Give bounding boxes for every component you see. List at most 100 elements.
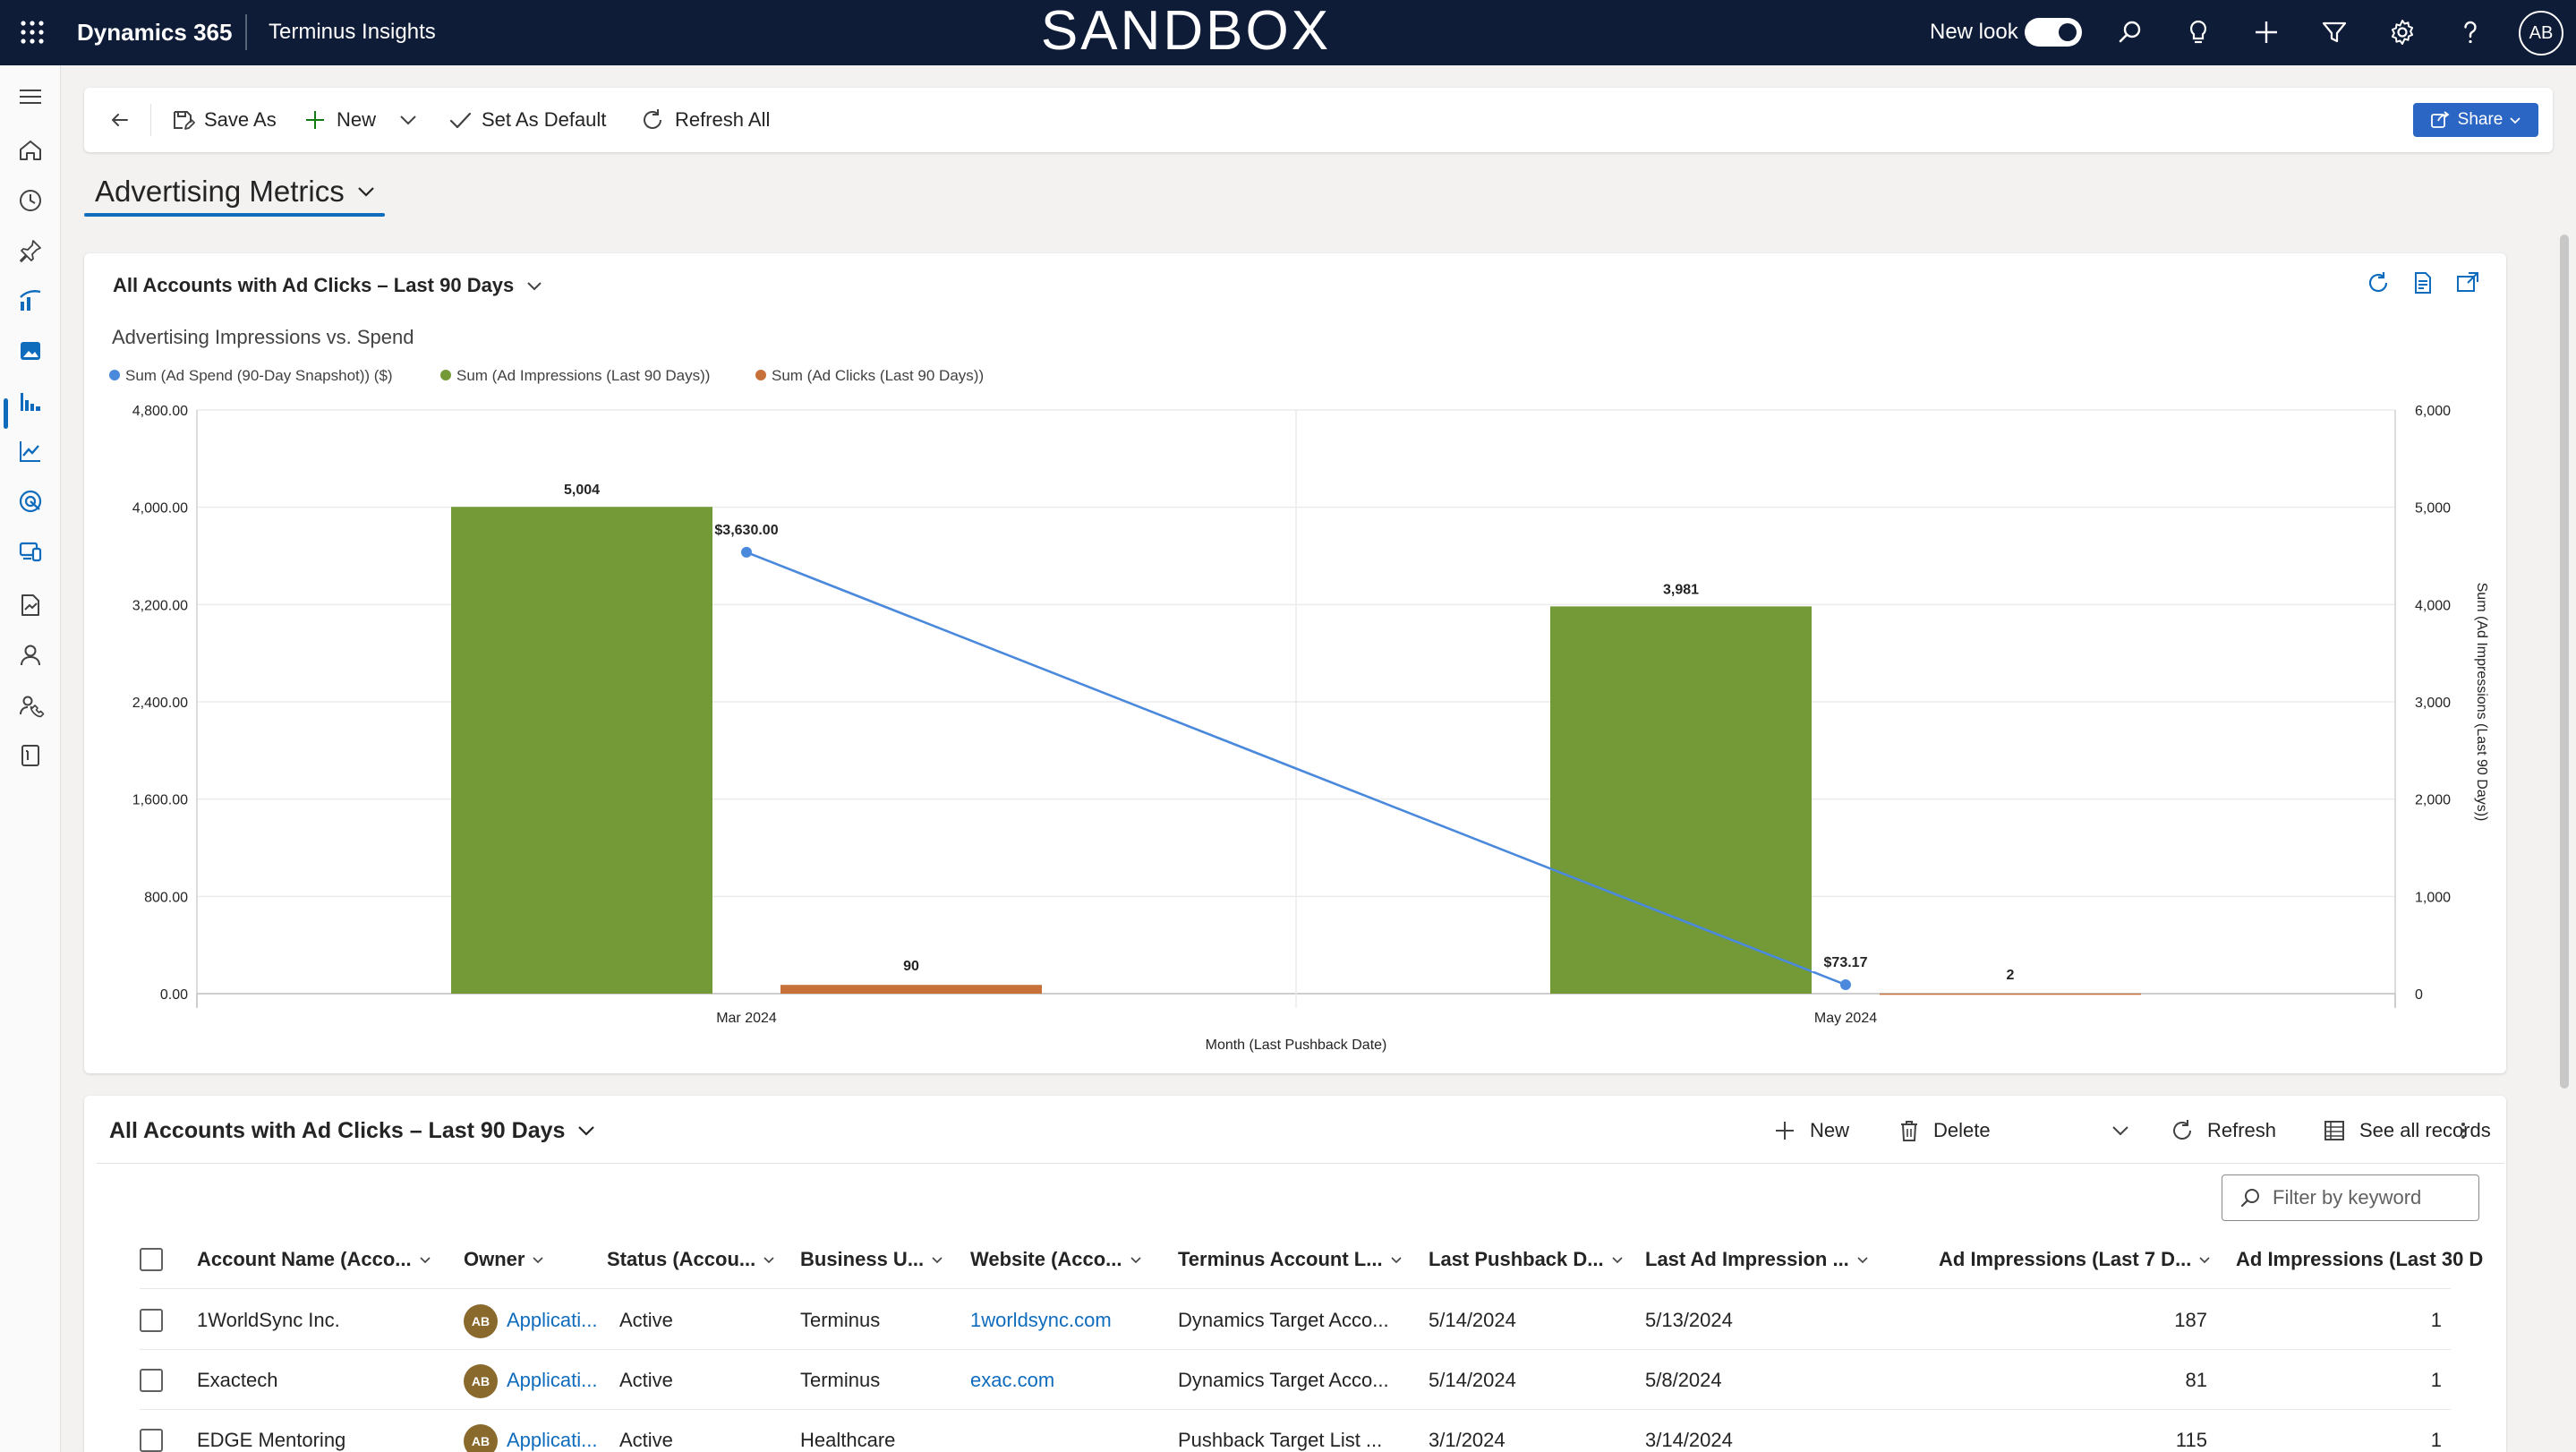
set-as-default-label: Set As Default	[482, 108, 607, 131]
column-header-impressions-7d[interactable]: Ad Impressions (Last 7 D...	[1939, 1230, 2222, 1289]
back-button[interactable]	[107, 106, 141, 134]
owner-link[interactable]: Applicati...	[507, 1429, 598, 1451]
user-avatar[interactable]: AB	[2519, 11, 2563, 56]
table-row[interactable]: EDGE Mentoring AB Applicati... Active Health…	[140, 1411, 2451, 1452]
brand-name[interactable]: Dynamics 365	[77, 19, 233, 46]
chart-view-selector[interactable]: All Accounts with Ad Clicks – Last 90 Da…	[113, 271, 544, 300]
gear-icon[interactable]	[2386, 16, 2418, 48]
filter-by-keyword-input[interactable]	[2273, 1186, 2469, 1209]
impressions-30d-cell: 1	[2430, 1429, 2442, 1451]
grid-more-dropdown-button[interactable]	[2109, 1115, 2145, 1146]
new-label: New	[337, 108, 377, 131]
y-tick-label: 0.00	[160, 987, 188, 1003]
help-icon[interactable]	[2454, 16, 2486, 48]
new-dropdown-button[interactable]	[396, 106, 430, 134]
new-button[interactable]: New	[303, 106, 376, 134]
grid-refresh-label: Refresh	[2207, 1119, 2277, 1141]
image-gallery-icon[interactable]	[15, 336, 46, 366]
grid-refresh-button[interactable]: Refresh	[2170, 1115, 2276, 1146]
filter-icon[interactable]	[2318, 16, 2350, 48]
share-button[interactable]: Share	[2413, 103, 2538, 137]
account-name-cell[interactable]: 1WorldSync Inc.	[197, 1309, 340, 1331]
grid-delete-button[interactable]: Delete	[1898, 1115, 1991, 1146]
table-row[interactable]: Exactech AB Applicati... Active Terminus exac…	[140, 1351, 2451, 1410]
impressions-30d-cell: 1	[2430, 1369, 2442, 1391]
business-unit-cell: Terminus	[800, 1369, 881, 1391]
share-icon	[2430, 111, 2450, 128]
impressions-7d-cell: 81	[2185, 1369, 2207, 1391]
app-name[interactable]: Terminus Insights	[269, 20, 436, 44]
pin-icon[interactable]	[15, 235, 46, 266]
table-row[interactable]: 1WorldSync Inc. AB Applicati... Active Termi…	[140, 1291, 2451, 1350]
y2-tick-label: 3,000	[2415, 696, 2451, 711]
grid-card: All Accounts with Ad Clicks – Last 90 Da…	[84, 1096, 2506, 1452]
document-chart-icon[interactable]	[15, 590, 46, 620]
radar-icon[interactable]	[15, 486, 46, 517]
dashboard-selector[interactable]: Advertising Metrics	[84, 167, 388, 217]
trend-chart-icon[interactable]	[15, 436, 46, 466]
page-scrollbar[interactable]	[2560, 235, 2569, 1089]
column-header-business-unit[interactable]: Business U...	[800, 1230, 961, 1289]
grid-divider	[97, 1163, 2504, 1164]
grid-view-selector[interactable]: All Accounts with Ad Clicks – Last 90 Da…	[109, 1115, 597, 1146]
select-all-checkbox[interactable]	[140, 1248, 163, 1271]
person-icon[interactable]	[15, 640, 46, 670]
see-all-records-button[interactable]: See all records	[2322, 1115, 2491, 1146]
bar-chart-icon[interactable]	[15, 386, 46, 416]
chart-refresh-icon[interactable]	[2363, 268, 2393, 298]
impressions-7d-cell: 115	[2175, 1429, 2207, 1451]
chevron-down-icon	[2510, 117, 2521, 124]
column-header-owner[interactable]: Owner	[464, 1230, 571, 1289]
trash-icon	[1901, 1121, 1917, 1141]
insights-chart-icon[interactable]	[15, 286, 46, 316]
view-records-icon[interactable]	[2408, 268, 2438, 298]
impressions-bar	[451, 507, 712, 994]
website-link[interactable]: 1worldsync.com	[970, 1309, 1112, 1331]
home-icon[interactable]	[15, 135, 46, 166]
column-header-website[interactable]: Website (Acco...	[970, 1230, 1167, 1289]
contact-phone-icon[interactable]	[15, 690, 46, 721]
account-name-cell[interactable]: Exactech	[197, 1369, 278, 1391]
column-header-account-name[interactable]: Account Name (Acco...	[197, 1230, 439, 1289]
account-name-cell[interactable]: EDGE Mentoring	[197, 1429, 346, 1451]
new-look-toggle[interactable]	[2025, 18, 2082, 47]
owner-cell[interactable]: AB Applicati...	[464, 1411, 598, 1452]
report-icon[interactable]	[15, 740, 46, 771]
app-launcher-icon[interactable]	[18, 18, 47, 47]
search-icon[interactable]	[2114, 16, 2146, 48]
grid-overflow-button[interactable]	[2456, 1115, 2483, 1146]
owner-link[interactable]: Applicati...	[507, 1309, 598, 1331]
spend-point	[741, 546, 752, 558]
grid-new-button[interactable]: New	[1772, 1115, 1849, 1146]
impressions-data-label: 5,004	[564, 483, 600, 498]
row-checkbox[interactable]	[140, 1369, 163, 1392]
owner-cell[interactable]: AB Applicati...	[464, 1291, 598, 1350]
row-checkbox[interactable]	[140, 1429, 163, 1452]
expand-chart-icon[interactable]	[2452, 268, 2483, 298]
refresh-all-button[interactable]: Refresh All	[639, 106, 770, 134]
devices-icon[interactable]	[15, 536, 46, 567]
filter-by-keyword-box[interactable]	[2222, 1174, 2479, 1221]
row-checkbox[interactable]	[140, 1309, 163, 1332]
plus-icon[interactable]	[2250, 16, 2282, 48]
owner-avatar: AB	[464, 1304, 498, 1339]
hamburger-menu-icon[interactable]	[15, 81, 46, 112]
y2-tick-label: 4,000	[2415, 598, 2451, 613]
column-header-status[interactable]: Status (Accou...	[607, 1230, 786, 1289]
owner-cell[interactable]: AB Applicati...	[464, 1351, 598, 1410]
save-as-button[interactable]: Save As	[170, 106, 277, 134]
website-link[interactable]: exac.com	[970, 1369, 1055, 1391]
lightbulb-icon[interactable]	[2182, 16, 2214, 48]
column-header-impressions-30d[interactable]: Ad Impressions (Last 30 D	[2236, 1248, 2484, 1270]
dashboard-title: Advertising Metrics	[95, 175, 345, 208]
owner-link[interactable]: Applicati...	[507, 1369, 598, 1391]
column-header-last-ad-impression[interactable]: Last Ad Impression ...	[1645, 1230, 1905, 1289]
recent-clock-icon[interactable]	[15, 185, 46, 216]
set-as-default-button[interactable]: Set As Default	[448, 106, 606, 134]
column-header-terminus-list[interactable]: Terminus Account L...	[1178, 1230, 1411, 1289]
terminus-list-cell: Dynamics Target Acco...	[1178, 1309, 1389, 1331]
column-header-last-pushback[interactable]: Last Pushback D...	[1429, 1230, 1643, 1289]
last-ad-impression-cell: 3/14/2024	[1645, 1429, 1733, 1451]
grid-view-name: All Accounts with Ad Clicks – Last 90 Da…	[109, 1118, 566, 1143]
website-link[interactable]	[970, 1411, 1167, 1452]
